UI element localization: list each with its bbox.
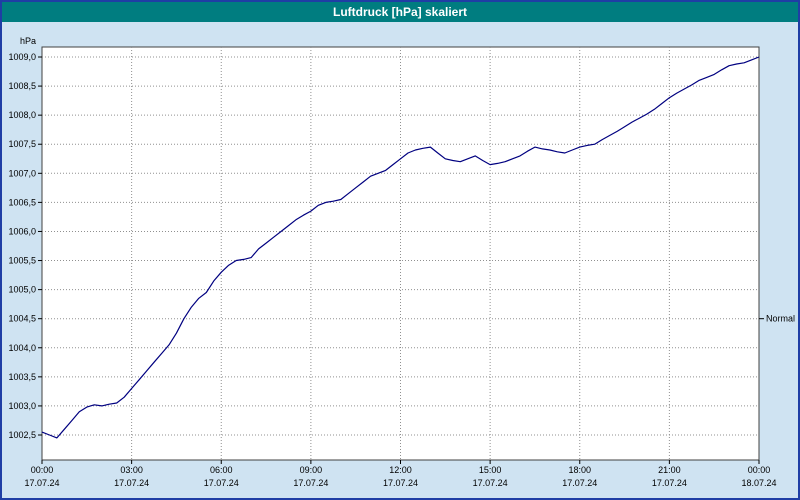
y-tick-label: 1005,5 — [8, 256, 36, 266]
y-tick-label: 1008,5 — [8, 81, 36, 91]
title-bar: Luftdruck [hPa] skaliert — [2, 2, 798, 22]
x-tick-date-label: 17.07.24 — [24, 478, 59, 488]
plot-area — [41, 46, 760, 461]
y-tick-label: 1006,5 — [8, 197, 36, 207]
y-axis-unit-label: hPa — [20, 36, 37, 46]
x-tick-time-label: 09:00 — [300, 465, 323, 475]
y-tick-label: 1006,0 — [8, 226, 36, 236]
x-tick-time-label: 00:00 — [748, 465, 771, 475]
y-tick-label: 1007,5 — [8, 139, 36, 149]
x-tick-date-label: 17.07.24 — [473, 478, 508, 488]
normal-marker-label: Normal — [766, 314, 795, 324]
x-tick-time-label: 12:00 — [389, 465, 412, 475]
x-tick-time-label: 21:00 — [658, 465, 681, 475]
x-tick-date-label: 18.07.24 — [741, 478, 776, 488]
y-tick-label: 1004,0 — [8, 343, 36, 353]
x-tick-date-label: 17.07.24 — [562, 478, 597, 488]
y-tick-label: 1005,0 — [8, 285, 36, 295]
x-tick-time-label: 03:00 — [120, 465, 143, 475]
x-tick-date-label: 17.07.24 — [204, 478, 239, 488]
x-tick-time-label: 06:00 — [210, 465, 233, 475]
x-tick-time-label: 00:00 — [31, 465, 54, 475]
y-tick-label: 1007,0 — [8, 168, 36, 178]
y-tick-label: 1003,0 — [8, 401, 36, 411]
chart-container: hPa 1009,0 1008,5 1008,0 1007,5 1007,0 1006,5… — [2, 22, 798, 498]
y-tick-label: 1002,5 — [8, 430, 36, 440]
x-tick-time-label: 15:00 — [479, 465, 502, 475]
pressure-line — [41, 56, 760, 439]
x-tick-time-label: 18:00 — [568, 465, 591, 475]
pressure-chart: 1009,0 1008,5 1008,0 1007,5 1007,0 1006,5 1006… — [8, 46, 795, 488]
y-tick-label: 1008,0 — [8, 110, 36, 120]
y-tick-label: 1004,5 — [8, 314, 36, 324]
x-tick-date-label: 17.07.24 — [114, 478, 149, 488]
y-tick-label: 1009,0 — [8, 52, 36, 62]
x-tick-date-label: 17.07.24 — [652, 478, 687, 488]
x-tick-date-label: 17.07.24 — [383, 478, 418, 488]
y-tick-label: 1003,5 — [8, 372, 36, 382]
window-title: Luftdruck [hPa] skaliert — [332, 5, 468, 19]
x-tick-date-label: 17.07.24 — [293, 478, 328, 488]
